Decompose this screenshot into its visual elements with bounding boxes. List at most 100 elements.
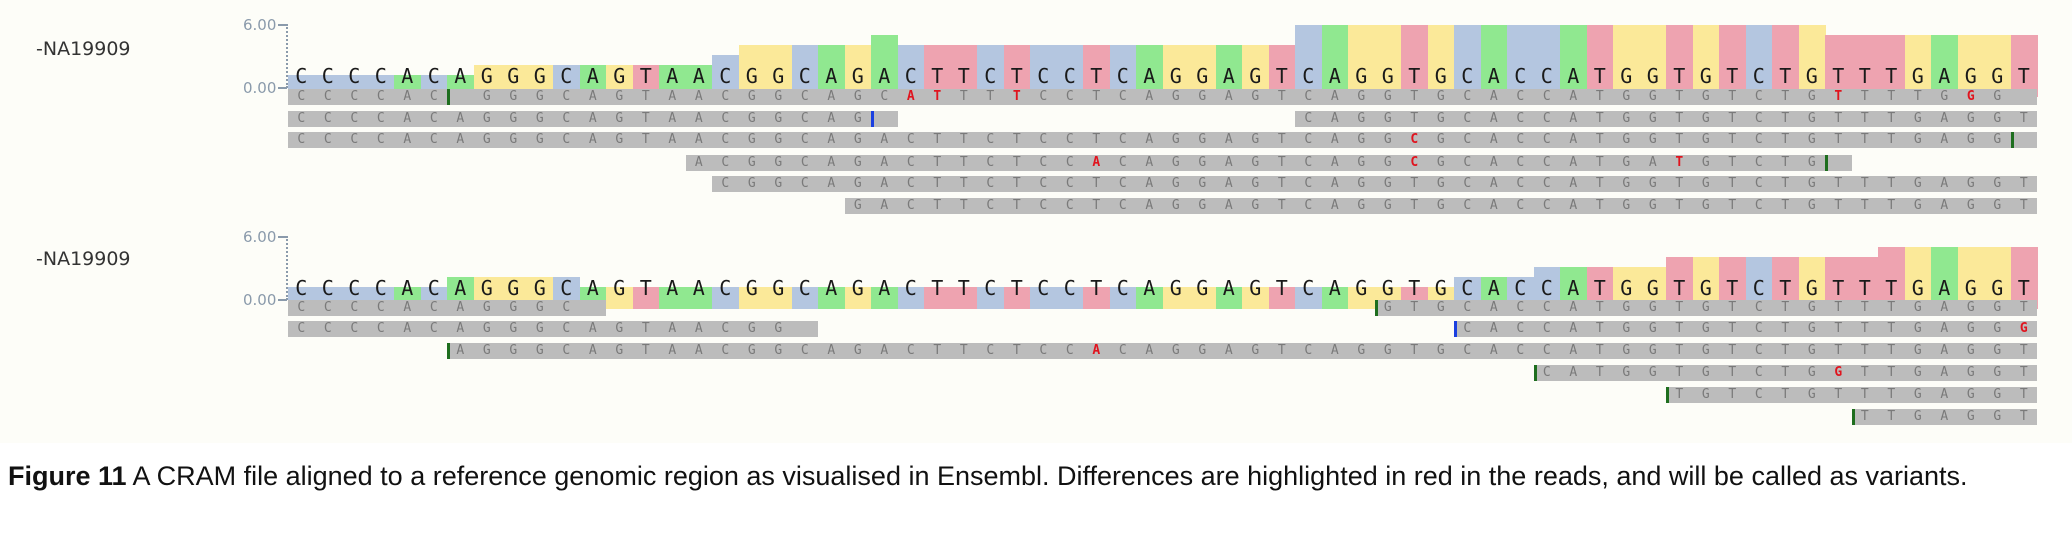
read-base: A [827, 89, 836, 104]
read-base: A [1330, 132, 1339, 147]
read-base: T [1887, 132, 1896, 147]
coverage-column [1639, 25, 1667, 97]
read-base: A [403, 111, 412, 126]
coverage-column [1295, 25, 1322, 97]
read-base: G [1622, 89, 1631, 104]
read-base: A [1224, 155, 1233, 170]
read-base: G [1966, 89, 1975, 104]
reference-base: C [1037, 276, 1050, 300]
insertion-marker [1454, 321, 1457, 337]
track-label: -NA19909 [36, 248, 131, 270]
read-base: T [1012, 155, 1021, 170]
read-base: T [1675, 111, 1684, 126]
coverage-column [1904, 247, 1932, 309]
read-base: G [615, 111, 624, 126]
coverage-column [924, 287, 951, 309]
read-base: A [588, 132, 597, 147]
read-base: T [1595, 365, 1604, 380]
read-base: A [1489, 155, 1498, 170]
read-base: G [509, 89, 518, 104]
read-base: T [1860, 365, 1869, 380]
read-base: G [1807, 111, 1816, 126]
coverage-column [1189, 287, 1216, 309]
coverage-column [818, 287, 845, 309]
coverage-column [1666, 25, 1693, 97]
reference-base: A [586, 276, 599, 300]
reference-base: G [1991, 64, 2004, 88]
read-base: T [1834, 300, 1843, 315]
read-base: C [376, 300, 385, 315]
read-base: C [1410, 132, 1419, 147]
coverage-column [1003, 45, 1031, 97]
read-base: G [1807, 198, 1816, 213]
reference-base: C [295, 64, 308, 88]
coverage-column [1030, 45, 1057, 97]
read-base: C [800, 89, 809, 104]
reference-base: G [772, 64, 785, 88]
read-base: C [350, 111, 359, 126]
read-base: T [1860, 300, 1869, 315]
coverage-axis [286, 24, 288, 88]
read-base: T [933, 89, 942, 104]
read-base: G [1966, 365, 1975, 380]
read-base: G [1357, 111, 1366, 126]
read-base: C [297, 89, 306, 104]
reference-base: T [1726, 64, 1739, 88]
read-base: A [1092, 155, 1101, 170]
reference-base: A [666, 64, 679, 88]
read-base: G [1383, 111, 1392, 126]
read-base: T [933, 176, 942, 191]
read-base: T [1860, 198, 1869, 213]
read-base: T [1728, 343, 1737, 358]
read-base: T [2019, 176, 2028, 191]
soft-clip-marker [1374, 300, 1378, 316]
read-base: T [959, 176, 968, 191]
read-base: G [1622, 198, 1631, 213]
read-base: G [1913, 343, 1922, 358]
read-base: G [1913, 387, 1922, 402]
read-base: C [1065, 176, 1074, 191]
read-base: A [403, 132, 412, 147]
reference-base: G [1620, 276, 1633, 300]
read-base: C [1463, 132, 1472, 147]
reference-base: C [904, 64, 917, 88]
read-base: A [1940, 198, 1949, 213]
coverage-column [1745, 25, 1773, 97]
read-base: C [800, 132, 809, 147]
read-base: G [1436, 343, 1445, 358]
reference-base: G [1381, 64, 1394, 88]
read-base: G [747, 321, 756, 336]
reference-base: A [1487, 276, 1500, 300]
coverage-column [1931, 247, 1958, 309]
read-base: C [906, 198, 915, 213]
read-base: T [1595, 343, 1604, 358]
reference-base: A [692, 276, 705, 300]
read-base: C [1118, 176, 1127, 191]
read-base: G [1701, 300, 1710, 315]
read-base: G [1648, 343, 1657, 358]
coverage-column [1427, 25, 1455, 97]
coverage-axis [286, 236, 288, 300]
axis-tick-min [278, 87, 287, 89]
read-base: T [1834, 89, 1843, 104]
read-base: A [827, 132, 836, 147]
reference-base: T [1885, 276, 1898, 300]
read-base: T [1728, 132, 1737, 147]
read-base: G [1701, 321, 1710, 336]
read-base: G [482, 321, 491, 336]
